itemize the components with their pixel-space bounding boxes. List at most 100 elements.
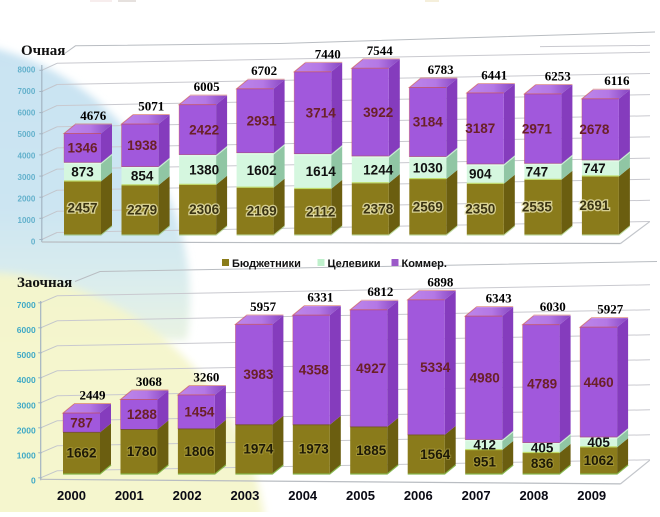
svg-text:4000: 4000 xyxy=(17,375,36,385)
svg-text:4789: 4789 xyxy=(527,376,557,391)
svg-text:4676: 4676 xyxy=(80,108,107,123)
svg-text:6898: 6898 xyxy=(427,274,454,289)
svg-text:1973: 1973 xyxy=(299,442,330,457)
svg-text:1062: 1062 xyxy=(584,453,614,468)
svg-text:2306: 2306 xyxy=(189,202,220,217)
svg-text:2004: 2004 xyxy=(288,488,318,503)
svg-text:1973: 1973 xyxy=(299,442,330,457)
svg-text:2457: 2457 xyxy=(67,201,97,216)
svg-text:405: 405 xyxy=(587,435,610,450)
svg-text:2535: 2535 xyxy=(522,200,553,215)
svg-text:2003: 2003 xyxy=(230,488,259,503)
svg-text:1614: 1614 xyxy=(306,164,337,179)
svg-text:412: 412 xyxy=(473,438,496,453)
svg-text:951: 951 xyxy=(473,454,496,469)
svg-text:2691: 2691 xyxy=(579,198,610,213)
svg-text:5927: 5927 xyxy=(597,302,624,317)
svg-text:3000: 3000 xyxy=(17,400,36,410)
svg-text:5000: 5000 xyxy=(18,130,36,139)
svg-text:2112: 2112 xyxy=(306,204,335,219)
svg-text:1380: 1380 xyxy=(189,162,219,177)
svg-text:7000: 7000 xyxy=(17,300,36,310)
svg-text:3068: 3068 xyxy=(136,374,163,389)
svg-text:2678: 2678 xyxy=(579,122,610,137)
svg-text:7440: 7440 xyxy=(315,46,341,61)
svg-text:2169: 2169 xyxy=(247,204,277,219)
svg-text:2009: 2009 xyxy=(577,488,606,503)
svg-text:4460: 4460 xyxy=(584,375,614,390)
svg-text:1564: 1564 xyxy=(420,447,451,462)
svg-text:4000: 4000 xyxy=(18,152,36,161)
svg-text:1662: 1662 xyxy=(66,446,96,461)
svg-text:Коммер.: Коммер. xyxy=(402,258,447,270)
svg-text:2535: 2535 xyxy=(522,200,553,215)
svg-text:836: 836 xyxy=(531,456,554,471)
svg-text:4980: 4980 xyxy=(470,371,500,386)
svg-text:1780: 1780 xyxy=(127,444,157,459)
svg-text:6812: 6812 xyxy=(367,284,393,299)
svg-text:2449: 2449 xyxy=(80,388,107,403)
svg-text:854: 854 xyxy=(131,169,154,184)
svg-text:2350: 2350 xyxy=(465,202,495,217)
svg-text:951: 951 xyxy=(473,454,496,469)
svg-text:7544: 7544 xyxy=(367,43,394,58)
svg-text:2279: 2279 xyxy=(127,203,157,218)
svg-text:3983: 3983 xyxy=(243,367,274,382)
svg-text:904: 904 xyxy=(469,167,492,182)
svg-text:2008: 2008 xyxy=(519,488,548,503)
svg-text:2112: 2112 xyxy=(306,204,335,219)
svg-text:2931: 2931 xyxy=(247,114,278,129)
svg-text:0: 0 xyxy=(31,238,36,247)
svg-text:2000: 2000 xyxy=(17,425,36,435)
svg-text:Бюджетники: Бюджетники xyxy=(232,258,301,270)
svg-text:4927: 4927 xyxy=(356,361,386,376)
svg-text:2000: 2000 xyxy=(57,488,86,503)
svg-text:2350: 2350 xyxy=(465,202,495,217)
svg-text:2422: 2422 xyxy=(189,122,219,137)
svg-text:Заочная: Заочная xyxy=(17,275,72,291)
svg-text:2000: 2000 xyxy=(18,195,36,204)
svg-text:1062: 1062 xyxy=(584,453,614,468)
svg-text:2691: 2691 xyxy=(579,198,610,213)
svg-text:787: 787 xyxy=(70,415,93,430)
svg-text:1938: 1938 xyxy=(127,138,158,153)
svg-text:3184: 3184 xyxy=(413,115,444,130)
svg-text:1806: 1806 xyxy=(184,444,215,459)
svg-text:873: 873 xyxy=(71,165,94,180)
svg-text:0: 0 xyxy=(31,475,36,485)
svg-text:2569: 2569 xyxy=(413,199,443,214)
svg-text:6253: 6253 xyxy=(545,68,572,83)
svg-text:2006: 2006 xyxy=(404,488,433,503)
svg-text:2007: 2007 xyxy=(462,488,491,503)
svg-text:1885: 1885 xyxy=(356,443,387,458)
svg-text:1346: 1346 xyxy=(67,141,98,156)
svg-text:1000: 1000 xyxy=(17,450,36,460)
svg-text:6005: 6005 xyxy=(194,79,221,94)
svg-text:5334: 5334 xyxy=(420,360,451,375)
svg-text:405: 405 xyxy=(531,440,554,455)
svg-text:4358: 4358 xyxy=(299,363,330,378)
svg-text:1244: 1244 xyxy=(363,162,394,177)
svg-text:2971: 2971 xyxy=(522,121,553,136)
svg-text:2306: 2306 xyxy=(189,202,220,217)
svg-text:6343: 6343 xyxy=(486,291,513,306)
svg-text:1974: 1974 xyxy=(243,442,274,457)
svg-text:5957: 5957 xyxy=(250,299,277,314)
svg-text:1780: 1780 xyxy=(127,444,157,459)
svg-text:2002: 2002 xyxy=(173,488,202,503)
svg-text:Очная: Очная xyxy=(21,43,65,59)
svg-text:6702: 6702 xyxy=(251,63,277,78)
svg-text:6783: 6783 xyxy=(428,62,455,77)
svg-text:2569: 2569 xyxy=(413,199,443,214)
svg-text:1454: 1454 xyxy=(184,405,215,420)
svg-text:6000: 6000 xyxy=(18,109,36,118)
svg-text:1288: 1288 xyxy=(127,407,158,422)
svg-text:6441: 6441 xyxy=(481,67,507,82)
svg-text:2001: 2001 xyxy=(115,488,144,503)
svg-text:3187: 3187 xyxy=(465,121,495,136)
svg-text:8000: 8000 xyxy=(18,66,36,75)
svg-text:836: 836 xyxy=(531,456,554,471)
svg-text:2005: 2005 xyxy=(346,488,375,503)
svg-text:1885: 1885 xyxy=(356,443,387,458)
svg-text:2279: 2279 xyxy=(127,203,157,218)
